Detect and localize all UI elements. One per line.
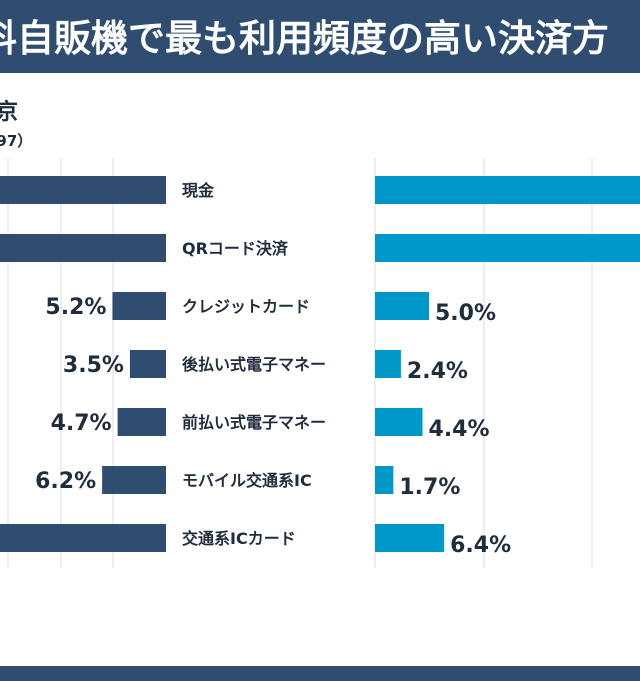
left-bar-2 (112, 292, 166, 320)
left-value-label-3: 3.5% (63, 353, 124, 378)
right-bar-2 (375, 292, 429, 320)
left-bar-5 (102, 466, 166, 494)
right-value-label-3: 2.4% (407, 359, 468, 384)
category-label-3: 後払い式電子マネー (182, 355, 326, 374)
left-value-label-2: 5.2% (45, 295, 106, 320)
left-bar-3 (129, 350, 166, 378)
header-banner: 料自販機で最も利用頻度の高い決済方 (0, 0, 640, 73)
category-label-0: 現金 (182, 181, 215, 200)
footer-band (0, 666, 640, 681)
left-bar-6 (0, 524, 166, 552)
category-label-5: モバイル交通系IC (182, 471, 312, 490)
right-value-label-6: 6.4% (450, 533, 511, 558)
category-label-2: クレジットカード (182, 297, 310, 316)
sample-size-label: 597） (0, 132, 33, 150)
left-value-label-5: 6.2% (35, 469, 96, 494)
chart-title: 料自販機で最も利用頻度の高い決済方 (0, 17, 609, 60)
left-bar-4 (117, 408, 166, 436)
category-label-6: 交通系ICカード (182, 529, 296, 548)
right-bar-5 (375, 466, 394, 494)
right-bar-0 (375, 176, 640, 204)
category-label-4: 前払い式電子マネー (182, 413, 326, 432)
right-bar-3 (375, 350, 401, 378)
right-value-label-5: 1.7% (399, 475, 460, 500)
right-bar-6 (375, 524, 445, 552)
right-bar-1 (375, 234, 640, 262)
right-value-label-2: 5.0% (435, 301, 496, 326)
left-value-label-4: 4.7% (51, 411, 112, 436)
region-label: 京 (0, 100, 19, 125)
left-bar-0 (0, 176, 166, 204)
right-value-label-4: 4.4% (429, 417, 490, 442)
category-label-1: QRコード決済 (182, 239, 289, 258)
right-bar-4 (375, 408, 423, 436)
left-bar-1 (0, 234, 166, 262)
